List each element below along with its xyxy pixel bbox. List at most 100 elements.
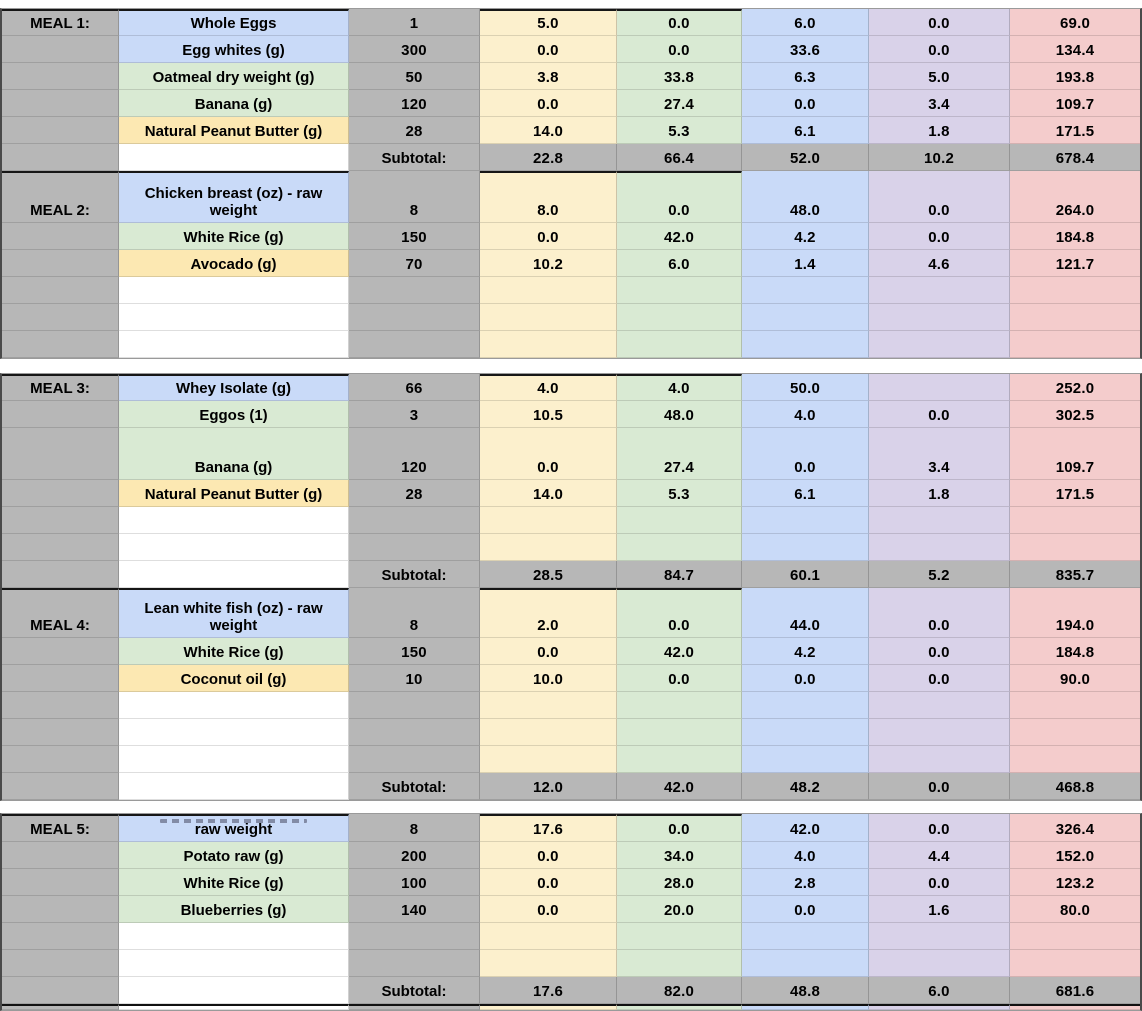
quantity-cell[interactable]: 50 (349, 63, 480, 90)
quantity-cell[interactable]: 120 (349, 428, 480, 480)
value-cell-2[interactable]: 0.0 (617, 9, 742, 36)
value-cell-1[interactable] (480, 507, 617, 534)
value-cell-5[interactable]: 123.2 (1010, 869, 1140, 896)
value-cell-1[interactable]: 28.5 (480, 561, 617, 588)
subtotal-label-cell[interactable]: Subtotal: (349, 144, 480, 171)
quantity-cell[interactable]: 140 (349, 896, 480, 923)
value-cell-5[interactable] (1010, 1004, 1140, 1010)
food-name-cell[interactable]: Chicken breast (oz) - raw weight (119, 171, 349, 223)
value-cell-1[interactable]: 12.0 (480, 773, 617, 800)
value-cell-5[interactable]: 184.8 (1010, 638, 1140, 665)
meal-label-cell[interactable] (2, 896, 119, 923)
food-name-cell[interactable] (119, 331, 349, 358)
value-cell-2[interactable]: 6.0 (617, 250, 742, 277)
value-cell-1[interactable]: 0.0 (480, 869, 617, 896)
value-cell-1[interactable] (480, 331, 617, 358)
meal-label-cell[interactable] (2, 144, 119, 171)
value-cell-3[interactable] (742, 277, 869, 304)
value-cell-3[interactable]: 50.0 (742, 374, 869, 401)
food-name-cell[interactable]: Eggos (1) (119, 401, 349, 428)
quantity-cell[interactable] (349, 923, 480, 950)
value-cell-4[interactable]: 4.4 (869, 842, 1010, 869)
value-cell-5[interactable] (1010, 277, 1140, 304)
value-cell-4[interactable]: 5.2 (869, 561, 1010, 588)
quantity-cell[interactable]: 3 (349, 401, 480, 428)
food-name-cell[interactable]: Whole Eggs (119, 9, 349, 36)
quantity-cell[interactable]: 120 (349, 90, 480, 117)
value-cell-4[interactable]: 0.0 (869, 814, 1010, 842)
meal-label-cell[interactable] (2, 428, 119, 480)
value-cell-2[interactable] (617, 746, 742, 773)
value-cell-5[interactable]: 184.8 (1010, 223, 1140, 250)
value-cell-3[interactable]: 52.0 (742, 144, 869, 171)
value-cell-3[interactable]: 6.1 (742, 480, 869, 507)
meal-label-cell[interactable] (2, 719, 119, 746)
food-name-cell[interactable]: Natural Peanut Butter (g) (119, 117, 349, 144)
value-cell-5[interactable]: 302.5 (1010, 401, 1140, 428)
value-cell-2[interactable]: 48.0 (617, 401, 742, 428)
quantity-cell[interactable]: 8 (349, 814, 480, 842)
value-cell-1[interactable]: 10.5 (480, 401, 617, 428)
value-cell-5[interactable] (1010, 304, 1140, 331)
meal-label-cell[interactable]: MEAL 1: (2, 9, 119, 36)
quantity-cell[interactable]: 100 (349, 869, 480, 896)
value-cell-5[interactable]: 109.7 (1010, 428, 1140, 480)
value-cell-1[interactable] (480, 746, 617, 773)
meal-label-cell[interactable] (2, 950, 119, 977)
value-cell-4[interactable]: 0.0 (869, 588, 1010, 638)
value-cell-5[interactable]: 171.5 (1010, 117, 1140, 144)
value-cell-3[interactable]: 2.8 (742, 869, 869, 896)
value-cell-2[interactable]: 0.0 (617, 665, 742, 692)
value-cell-3[interactable] (742, 692, 869, 719)
value-cell-4[interactable] (869, 331, 1010, 358)
value-cell-1[interactable] (480, 950, 617, 977)
value-cell-5[interactable]: 134.4 (1010, 36, 1140, 63)
value-cell-4[interactable]: 0.0 (869, 773, 1010, 800)
value-cell-5[interactable] (1010, 507, 1140, 534)
value-cell-3[interactable] (742, 1004, 869, 1010)
value-cell-5[interactable]: 109.7 (1010, 90, 1140, 117)
value-cell-2[interactable]: 4.0 (617, 374, 742, 401)
value-cell-3[interactable]: 60.1 (742, 561, 869, 588)
value-cell-4[interactable] (869, 374, 1010, 401)
quantity-cell[interactable] (349, 277, 480, 304)
meal-label-cell[interactable] (2, 842, 119, 869)
value-cell-5[interactable] (1010, 950, 1140, 977)
food-name-cell[interactable] (119, 304, 349, 331)
value-cell-5[interactable]: 264.0 (1010, 171, 1140, 223)
meal-label-cell[interactable] (2, 773, 119, 800)
meal-label-cell[interactable] (2, 923, 119, 950)
value-cell-5[interactable] (1010, 331, 1140, 358)
value-cell-4[interactable]: 3.4 (869, 90, 1010, 117)
value-cell-3[interactable] (742, 746, 869, 773)
value-cell-4[interactable] (869, 507, 1010, 534)
food-name-cell[interactable] (119, 277, 349, 304)
value-cell-4[interactable] (869, 692, 1010, 719)
value-cell-5[interactable] (1010, 719, 1140, 746)
value-cell-1[interactable] (480, 277, 617, 304)
value-cell-4[interactable] (869, 950, 1010, 977)
value-cell-1[interactable]: 10.0 (480, 665, 617, 692)
value-cell-4[interactable]: 0.0 (869, 401, 1010, 428)
value-cell-1[interactable]: 0.0 (480, 428, 617, 480)
food-name-cell[interactable] (119, 534, 349, 561)
value-cell-4[interactable]: 1.8 (869, 117, 1010, 144)
meal-label-cell[interactable]: MEAL 2: (2, 171, 119, 223)
value-cell-4[interactable]: 3.4 (869, 428, 1010, 480)
value-cell-2[interactable]: 5.3 (617, 480, 742, 507)
meal-label-cell[interactable] (2, 223, 119, 250)
value-cell-3[interactable]: 0.0 (742, 896, 869, 923)
value-cell-3[interactable]: 4.2 (742, 223, 869, 250)
value-cell-4[interactable]: 6.0 (869, 977, 1010, 1004)
value-cell-1[interactable]: 0.0 (480, 90, 617, 117)
value-cell-2[interactable]: 0.0 (617, 171, 742, 223)
food-name-cell[interactable]: White Rice (g) (119, 638, 349, 665)
value-cell-2[interactable] (617, 277, 742, 304)
value-cell-1[interactable] (480, 304, 617, 331)
meal-label-cell[interactable] (2, 117, 119, 144)
value-cell-2[interactable]: 20.0 (617, 896, 742, 923)
value-cell-3[interactable] (742, 507, 869, 534)
value-cell-3[interactable]: 42.0 (742, 814, 869, 842)
value-cell-1[interactable]: 14.0 (480, 117, 617, 144)
quantity-cell[interactable] (349, 950, 480, 977)
